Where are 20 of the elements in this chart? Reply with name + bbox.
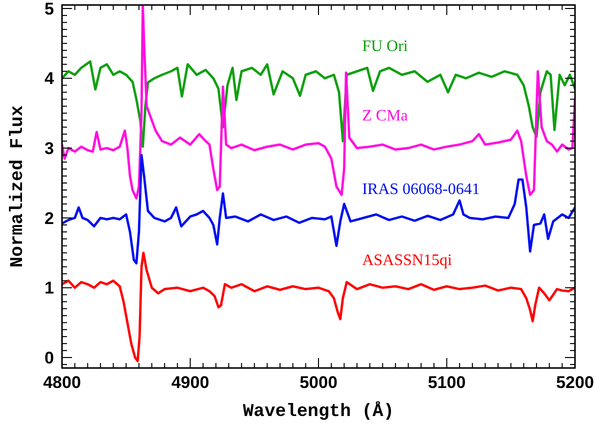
x-tick-label: 5000 bbox=[300, 373, 338, 392]
series-label: FU Ori bbox=[362, 38, 408, 55]
x-tick-label: 5200 bbox=[556, 373, 594, 392]
line-series bbox=[62, 252, 575, 362]
y-tick-label: 5 bbox=[44, 0, 54, 18]
line-series bbox=[62, 60, 575, 148]
y-axis-title: Normalized Flux bbox=[8, 105, 28, 268]
line-series bbox=[62, 5, 575, 200]
y-tick-label: 2 bbox=[44, 208, 54, 228]
x-tick-label: 4800 bbox=[43, 373, 81, 392]
y-tick-label: 3 bbox=[44, 139, 54, 158]
y-tick-label: 4 bbox=[44, 69, 55, 88]
x-axis-title: Wavelength (Å) bbox=[242, 401, 394, 422]
x-tick-label: 4900 bbox=[171, 373, 210, 392]
x-tick-label: 5100 bbox=[428, 373, 466, 392]
series-label: IRAS 06068-0641 bbox=[362, 180, 480, 198]
series-label: ASASSN15qi bbox=[362, 252, 452, 270]
y-tick-label: 0 bbox=[44, 348, 54, 368]
y-tick-label: 1 bbox=[44, 278, 54, 298]
series-label: Z CMa bbox=[362, 108, 408, 125]
